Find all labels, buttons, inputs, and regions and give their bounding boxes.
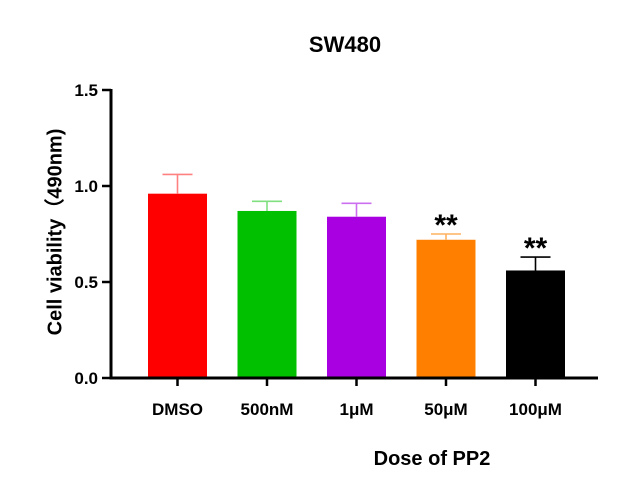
x-tick-label-1: DMSO xyxy=(152,400,203,419)
y-tick-label-1: 0.0 xyxy=(74,369,98,388)
plot-area: DMSO 500nM 1μM ** 50μM ** 100μM 0.0 0.5 1.0 1.5 xyxy=(74,81,598,419)
y-tick-label-3: 1.0 xyxy=(74,177,98,196)
y-tick-label-2: 0.5 xyxy=(74,273,98,292)
chart-title: SW480 xyxy=(309,32,381,57)
x-tick-label-2: 500nM xyxy=(241,400,294,419)
significance-mark-5: ** xyxy=(524,232,548,265)
x-tick-label-4: 50μM xyxy=(424,400,467,419)
y-axis-label-group: Cell viability（490nm) xyxy=(43,129,66,336)
significance-mark-4: ** xyxy=(434,209,458,242)
y-axis-label: Cell viability（490nm) xyxy=(43,129,66,336)
y-tick-label-4: 1.5 xyxy=(74,81,98,100)
x-axis-label: Dose of PP2 xyxy=(374,448,491,470)
bar-3 xyxy=(327,216,386,378)
x-tick-label-3: 1μM xyxy=(339,400,373,419)
bar-2 xyxy=(237,210,297,378)
x-tick-label-5: 100μM xyxy=(509,400,562,419)
bar-5 xyxy=(506,270,565,378)
bar-4 xyxy=(416,239,476,378)
bar-1 xyxy=(148,193,207,378)
